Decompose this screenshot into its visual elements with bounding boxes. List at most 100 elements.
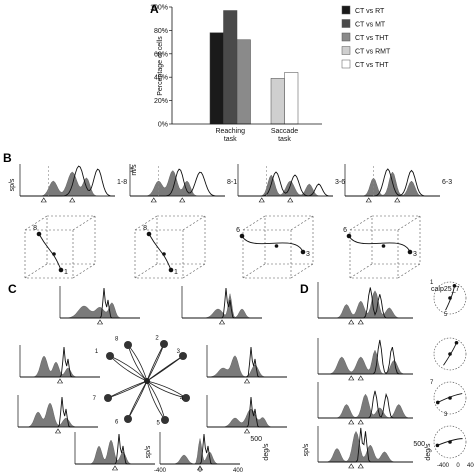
target-circle bbox=[160, 340, 168, 348]
condition-label: 3-6 bbox=[335, 179, 345, 186]
panel-c-letter: C bbox=[8, 282, 17, 296]
legend-label: CT vs THT bbox=[355, 62, 389, 69]
cube-front-face bbox=[242, 229, 292, 279]
firing-rate-area bbox=[318, 349, 413, 375]
y-axis-label-left: sp/s bbox=[9, 178, 16, 191]
event-marker bbox=[243, 428, 251, 434]
end-target-number: 3 bbox=[413, 251, 417, 258]
event-marker bbox=[218, 319, 226, 325]
target-circle bbox=[179, 352, 187, 360]
bar-ct-vs-rt bbox=[209, 32, 224, 125]
target-number: 4 bbox=[180, 396, 184, 402]
histogram-saccade bbox=[317, 282, 413, 325]
target-circle bbox=[124, 415, 132, 423]
legend-swatch bbox=[341, 19, 351, 28]
bar-ct-vs-rmt bbox=[270, 78, 285, 125]
hand-trajectory bbox=[38, 233, 62, 271]
workspace-cube: 81 bbox=[24, 215, 96, 279]
event-marker bbox=[54, 428, 62, 434]
x-tick-label: 400 bbox=[233, 468, 244, 474]
bars bbox=[209, 10, 299, 125]
histogram-target bbox=[74, 432, 155, 471]
cube-front-face bbox=[349, 229, 399, 279]
event-marker bbox=[40, 197, 47, 203]
legend-swatch bbox=[341, 32, 351, 42]
bar-ct-vs-tht-saccade- bbox=[284, 72, 299, 125]
cube-edge bbox=[349, 215, 373, 231]
bar-ct-vs-mt bbox=[223, 10, 238, 125]
cube-edge bbox=[24, 263, 48, 279]
x-tick-label: 400 bbox=[467, 463, 474, 469]
cube-edge bbox=[182, 215, 206, 231]
trajectory bbox=[109, 355, 148, 382]
cell-id-label: calp25_7 bbox=[431, 286, 460, 293]
cube-back-face bbox=[46, 215, 96, 265]
firing-rate-area bbox=[318, 430, 413, 463]
cube-back-face bbox=[156, 215, 206, 265]
legend-label: CT vs RT bbox=[355, 8, 385, 15]
end-dot bbox=[58, 267, 64, 273]
legend: CT vs RT CT vs MT CT vs THT CT vs RMT CT vs … bbox=[341, 5, 391, 69]
fixation-dot bbox=[448, 396, 452, 400]
legend-swatch bbox=[341, 46, 351, 55]
event-marker bbox=[243, 378, 251, 384]
event-marker bbox=[111, 465, 119, 471]
histogram-saccade bbox=[317, 426, 413, 469]
condition-label: 6-3 bbox=[442, 179, 452, 186]
saccade-direction-circle bbox=[433, 425, 467, 459]
direction-circle bbox=[433, 425, 467, 459]
start-dot bbox=[146, 231, 152, 237]
fixation-dot bbox=[448, 352, 452, 356]
panel-d-letter: D bbox=[300, 282, 309, 296]
cube-edge bbox=[290, 215, 314, 231]
x-tick-label: 0 bbox=[456, 463, 460, 469]
workspace-cube: 63 bbox=[343, 215, 421, 279]
panel-b-letter: B bbox=[3, 151, 12, 165]
histogram-target bbox=[19, 345, 100, 384]
start-target-number: 6 bbox=[236, 227, 240, 234]
event-marker bbox=[348, 319, 355, 325]
start-target-number: 6 bbox=[343, 227, 347, 234]
firing-rate-area bbox=[160, 438, 240, 465]
firing-rate-area bbox=[18, 402, 98, 428]
bar-chart: Percentage of cells 0% 20% 40% 60% 80% 100% R… bbox=[150, 5, 391, 144]
firing-rate-area bbox=[20, 355, 100, 378]
y-tick-label: 100% bbox=[150, 5, 168, 12]
target-circle bbox=[104, 394, 112, 402]
condition-label: 1-8 bbox=[117, 179, 127, 186]
event-marker bbox=[348, 463, 355, 469]
legend-label: CT vs RMT bbox=[355, 49, 391, 56]
cube-front-face bbox=[134, 229, 184, 279]
y-tick-label: 20% bbox=[154, 98, 168, 105]
start-dot bbox=[239, 233, 245, 239]
y-ticks: 0% 20% 40% 60% 80% 100% bbox=[150, 5, 172, 129]
x-category-label-line2: task bbox=[224, 136, 237, 143]
histogram-target bbox=[159, 432, 240, 471]
cube-edge bbox=[72, 263, 96, 279]
direction-number: 7 bbox=[430, 380, 434, 386]
target-number: 7 bbox=[93, 396, 97, 402]
start-target-number: 8 bbox=[33, 225, 37, 232]
histogram-3-6 bbox=[237, 164, 333, 203]
event-marker bbox=[348, 419, 355, 425]
event-marker bbox=[56, 378, 64, 384]
cube-edge bbox=[290, 263, 314, 279]
x-tick-label: -400 bbox=[154, 468, 167, 474]
firing-rate-area bbox=[207, 408, 287, 428]
mid-dot bbox=[162, 252, 166, 256]
event-marker bbox=[196, 465, 204, 471]
saccade-direction-circle: 15 bbox=[430, 280, 467, 318]
direction-number: 5 bbox=[444, 312, 448, 318]
scale-value: 500 bbox=[250, 436, 262, 443]
y-axis-label: Percentage of cells bbox=[157, 36, 164, 96]
cube-edge bbox=[349, 263, 373, 279]
bar-ct-vs-tht bbox=[236, 39, 251, 125]
velocity-line bbox=[18, 396, 98, 428]
cube-edge bbox=[134, 263, 158, 279]
target-circle bbox=[161, 416, 169, 424]
saccade-trajectory bbox=[437, 393, 463, 403]
event-marker bbox=[179, 197, 186, 203]
y-axis-label-left: sp/s bbox=[303, 443, 310, 456]
